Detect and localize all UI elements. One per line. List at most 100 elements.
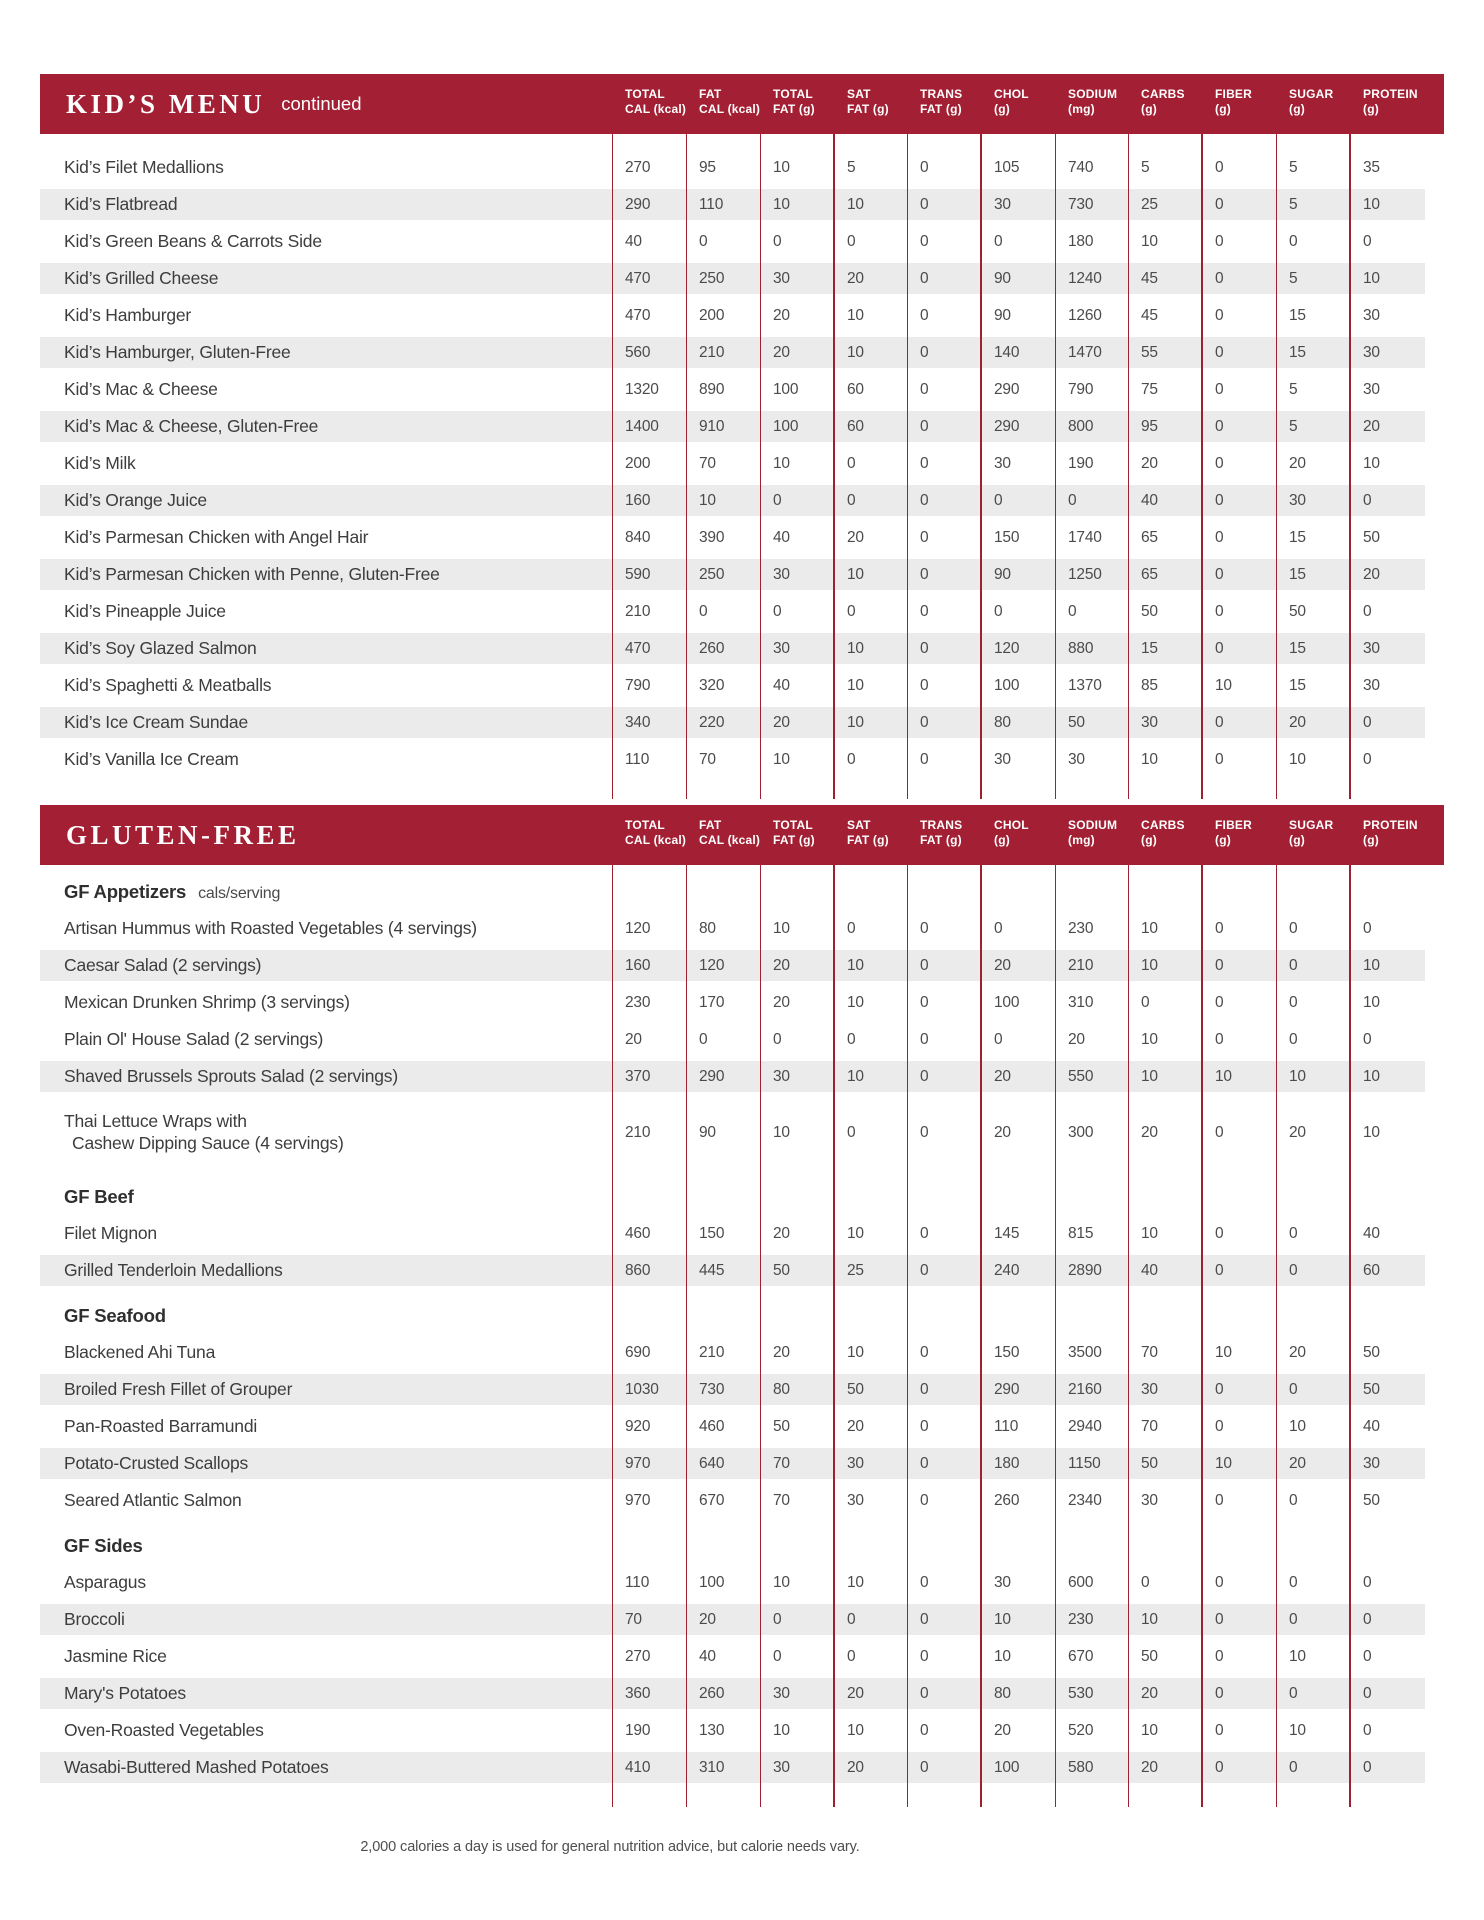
nutrition-value: 730 <box>699 1380 725 1398</box>
menu-item-row: Kid’s Vanilla Ice Cream 110 70 10 0 0 30 30 10 0 1… <box>40 741 1425 778</box>
column-header-carbs: CARBS (g) <box>1141 818 1185 847</box>
column-separator <box>1128 865 1129 1807</box>
menu-item-row: Kid’s Parmesan Chicken with Penne, Glute… <box>40 556 1425 593</box>
nutrition-value: 80 <box>699 919 716 937</box>
kids-menu-header-bar: KID’S MENU continued TOTAL CAL (kcal) FAT… <box>40 74 1444 134</box>
nutrition-value: 0 <box>920 1067 929 1085</box>
column-header-sugar: SUGAR (g) <box>1289 87 1334 116</box>
nutrition-value: 200 <box>699 306 725 324</box>
nutrition-value: 50 <box>1363 1491 1380 1509</box>
nutrition-value: 530 <box>1068 1684 1094 1702</box>
nutrition-value: 50 <box>1363 1343 1380 1361</box>
nutrition-value: 0 <box>1363 1030 1372 1048</box>
nutrition-value: 0 <box>1215 528 1224 546</box>
nutrition-value: 1260 <box>1068 306 1102 324</box>
item-name: Kid’s Flatbread <box>64 193 178 214</box>
column-header-fiber: FIBER (g) <box>1215 818 1252 847</box>
nutrition-value: 10 <box>1289 1721 1306 1739</box>
nutrition-value: 100 <box>699 1573 725 1591</box>
nutrition-value: 970 <box>625 1491 651 1509</box>
column-header-fiber: FIBER (g) <box>1215 87 1252 116</box>
nutrition-value: 0 <box>1215 956 1224 974</box>
nutrition-value: 260 <box>994 1491 1020 1509</box>
nutrition-value: 10 <box>847 1573 864 1591</box>
gluten-free-table: GLUTEN-FREE TOTAL CAL (kcal) FAT CAL (kca… <box>40 805 1444 1807</box>
menu-item-row: Caesar Salad (2 servings) 160 120 20 10 0 20 21… <box>40 947 1425 984</box>
item-name: Kid’s Ice Cream Sundae <box>64 711 248 732</box>
nutrition-value: 10 <box>1289 1417 1306 1435</box>
column-separator <box>907 134 908 799</box>
nutrition-value: 590 <box>625 565 651 583</box>
nutrition-value: 85 <box>1141 676 1158 694</box>
nutrition-value: 50 <box>1363 1380 1380 1398</box>
nutrition-value: 10 <box>1141 1721 1158 1739</box>
nutrition-value: 145 <box>994 1224 1020 1242</box>
nutrition-value: 50 <box>1141 1647 1158 1665</box>
nutrition-value: 290 <box>994 380 1020 398</box>
nutrition-value: 70 <box>625 1610 642 1628</box>
nutrition-value: 20 <box>1289 1123 1306 1141</box>
nutrition-value: 70 <box>699 454 716 472</box>
nutrition-value: 0 <box>847 602 856 620</box>
nutrition-value: 20 <box>1068 1030 1085 1048</box>
nutrition-value: 15 <box>1289 565 1306 583</box>
nutrition-value: 0 <box>920 528 929 546</box>
nutrition-value: 0 <box>1215 639 1224 657</box>
nutrition-value: 30 <box>1068 750 1085 768</box>
item-name: Broiled Fresh Fillet of Grouper <box>64 1378 293 1399</box>
nutrition-value: 0 <box>1363 919 1372 937</box>
item-name: Potato-Crusted Scallops <box>64 1452 249 1473</box>
menu-item-row: Oven-Roasted Vegetables 190 130 10 10 0 20 520 1… <box>40 1712 1425 1749</box>
nutrition-value: 460 <box>699 1417 725 1435</box>
nutrition-value: 0 <box>847 1610 856 1628</box>
menu-item-row: Asparagus 110 100 10 10 0 30 600 0 0 0 0 <box>40 1564 1425 1601</box>
nutrition-value: 640 <box>699 1454 725 1472</box>
nutrition-value: 10 <box>699 491 716 509</box>
nutrition-value: 260 <box>699 1684 725 1702</box>
nutrition-value: 10 <box>1141 232 1158 250</box>
nutrition-value: 45 <box>1141 306 1158 324</box>
nutrition-value: 0 <box>920 195 929 213</box>
column-separator <box>1349 865 1351 1807</box>
menu-item-row: Kid’s Spaghetti & Meatballs 790 320 40 10 0 10… <box>40 667 1425 704</box>
nutrition-value: 120 <box>625 919 651 937</box>
nutrition-value: 270 <box>625 158 651 176</box>
nutrition-value: 30 <box>1141 713 1158 731</box>
nutrition-value: 0 <box>1215 1684 1224 1702</box>
nutrition-value: 45 <box>1141 269 1158 287</box>
column-separator <box>1055 865 1056 1807</box>
section-note: cals/serving <box>198 885 281 902</box>
menu-item-row: Kid’s Soy Glazed Salmon 470 260 30 10 0 120 880… <box>40 630 1425 667</box>
nutrition-value: 0 <box>847 454 856 472</box>
item-name: Artisan Hummus with Roasted Vegetables (… <box>64 917 477 938</box>
nutrition-value: 10 <box>1363 454 1380 472</box>
column-header-sodium: SODIUM (mg) <box>1068 87 1118 116</box>
nutrition-value: 20 <box>773 343 790 361</box>
nutrition-value: 520 <box>1068 1721 1094 1739</box>
nutrition-value: 2160 <box>1068 1380 1102 1398</box>
nutrition-value: 470 <box>625 639 651 657</box>
nutrition-value: 130 <box>699 1721 725 1739</box>
nutrition-value: 0 <box>1289 1491 1298 1509</box>
menu-item-row: Kid’s Mac & Cheese, Gluten-Free 1400 910 10… <box>40 408 1425 445</box>
nutrition-value: 150 <box>994 528 1020 546</box>
nutrition-value: 470 <box>625 269 651 287</box>
section-header-row: GF Seafood <box>40 1289 1425 1334</box>
nutrition-value: 0 <box>1215 993 1224 1011</box>
nutrition-value: 250 <box>699 269 725 287</box>
nutrition-value: 0 <box>1363 491 1372 509</box>
column-header-trans: TRANS FAT (g) <box>920 87 963 116</box>
column-separator <box>1349 134 1351 799</box>
item-name: Blackened Ahi Tuna <box>64 1341 216 1362</box>
nutrition-value: 100 <box>773 417 799 435</box>
nutrition-value: 10 <box>773 1573 790 1591</box>
nutrition-value: 110 <box>699 195 724 213</box>
nutrition-value: 0 <box>920 417 929 435</box>
nutrition-value: 20 <box>1289 1343 1306 1361</box>
nutrition-value: 0 <box>1141 993 1150 1011</box>
nutrition-value: 0 <box>1363 1573 1372 1591</box>
nutrition-value: 460 <box>625 1224 651 1242</box>
nutrition-value: 100 <box>994 1758 1020 1776</box>
nutrition-value: 0 <box>1289 1380 1298 1398</box>
nutrition-value: 30 <box>773 269 790 287</box>
